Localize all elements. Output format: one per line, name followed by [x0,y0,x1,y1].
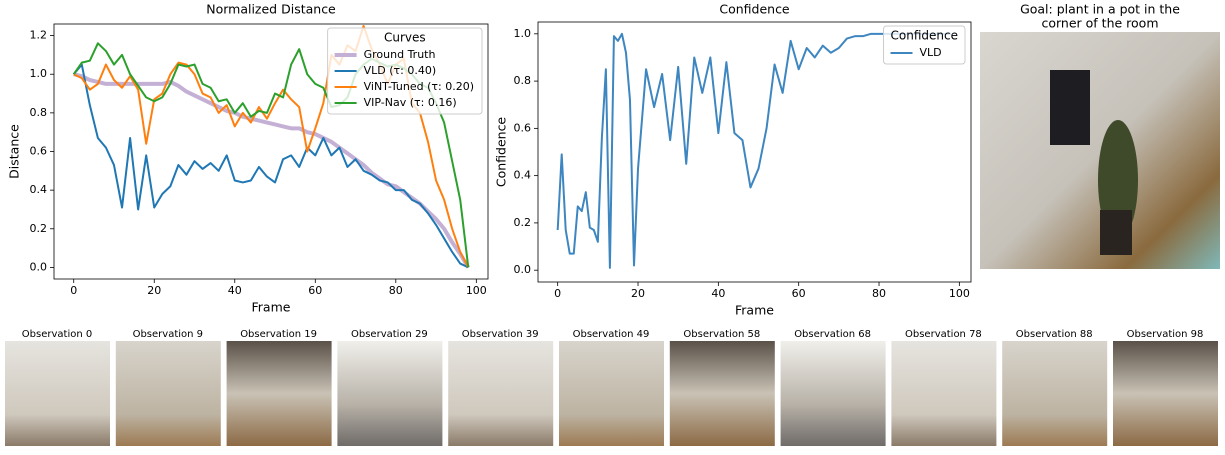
observation-caption: Observation 29 [351,329,428,340]
observation-caption: Observation 9 [133,329,203,340]
legend-label: Ground Truth [364,48,436,61]
y-tick-label: 0.6 [30,145,48,158]
x-tick-label: 40 [228,284,242,297]
chart-title: Confidence [719,2,790,17]
legend-title: Curves [384,31,426,45]
x-tick-label: 80 [872,287,886,300]
y-tick-label: 0.8 [514,74,532,87]
y-tick-label: 0.4 [30,183,48,196]
goal-caption: Goal: plant in a pot in the [1020,2,1180,17]
chart: Confidence 0 20 40 60 80 100 0.0 0.2 0.4 0.6 0.8 1.0… [494,2,972,318]
goal-caption: corner of the room [1041,16,1158,31]
x-axis-label: Frame [252,300,291,315]
x-tick-label: 100 [949,287,970,300]
axes-frame [537,21,972,283]
observation-caption: Observation 98 [1127,329,1204,340]
pot [1100,210,1132,255]
legend-title: Confidence [891,29,958,43]
observation-caption: Observation 78 [905,329,982,340]
y-tick-label: 0.2 [30,222,48,235]
legend-box [327,27,483,115]
y-tick-label: 1.0 [30,67,48,80]
legend: Confidence VLD [883,25,966,65]
observations: Observation 0 Observation 9 Observation 19… [5,329,1218,446]
observation-image [226,341,332,446]
legend-label: ViNT-Tuned (τ: 0.20) [364,80,474,93]
chart-title: Normalized Distance [206,2,336,17]
legend: Curves Ground Truth VLD (τ: 0.40) ViNT-Tune… [327,27,483,115]
y-tick-label: 0.6 [514,121,532,134]
legend-label: VIP-Nav (τ: 0.16) [364,96,457,109]
observation-image [5,341,110,446]
observation-caption: Observation 49 [573,329,650,340]
y-tick-label: 0.0 [514,263,532,276]
y-tick-label: 1.0 [514,27,532,40]
series-line [556,32,952,269]
observation-image [1002,341,1108,446]
y-tick-label: 1.2 [30,29,48,42]
y-tick-label: 0.2 [514,216,532,229]
x-tick-label: 60 [308,284,322,297]
observation-image [337,341,443,446]
x-tick-label: 100 [466,284,487,297]
window [1050,70,1090,145]
legend-label: VLD [920,46,942,59]
y-axis-label: Distance [7,124,22,179]
x-tick-label: 40 [711,287,725,300]
observation-caption: Observation 39 [462,329,539,340]
x-axis-label: Frame [735,303,774,318]
y-tick-label: 0.0 [30,260,48,273]
y-tick-label: 0.8 [30,106,48,119]
series-line [72,63,469,269]
observation-caption: Observation 19 [240,329,317,340]
plot-area [556,32,952,269]
observation-image [669,341,775,446]
observation-image [1113,341,1218,446]
chart: Normalized Distance 0 20 40 60 80 100 0.0 0.2 0.4… [7,2,489,315]
x-tick-label: 80 [389,284,403,297]
x-tick-label: 20 [631,287,645,300]
x-tick-label: 20 [147,284,161,297]
observation-image [559,341,664,446]
legend-label: VLD (τ: 0.40) [364,64,437,77]
x-tick-label: 60 [792,287,806,300]
x-tick-label: 0 [70,284,77,297]
observation-caption: Observation 68 [794,329,871,340]
observation-image [891,341,997,446]
legend-box [883,25,966,65]
goal-panel: Goal: plant in a pot in the corner of th… [980,2,1220,269]
y-axis-label: Confidence [494,117,509,188]
observation-caption: Observation 58 [683,329,760,340]
observation-caption: Observation 88 [1016,329,1093,340]
observation-image [115,341,221,446]
observation-image [448,341,554,446]
y-tick-label: 0.4 [514,169,532,182]
observation-image [780,341,886,446]
x-tick-label: 0 [554,287,561,300]
observation-caption: Observation 0 [22,329,92,340]
